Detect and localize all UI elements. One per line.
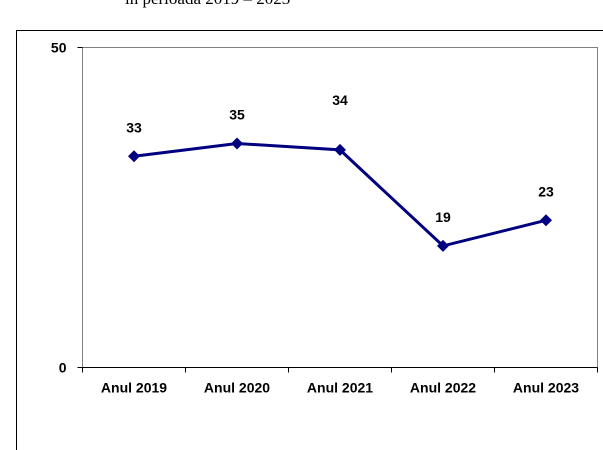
chart-title: în perioada 2019 – 2023 (124, 0, 290, 8)
x-tick-label: Anul 2022 (410, 380, 476, 396)
data-label: 33 (126, 119, 142, 135)
data-label: 35 (229, 107, 245, 123)
x-tick-label: Anul 2019 (101, 380, 167, 396)
y-tick-label: 0 (59, 360, 67, 376)
data-label: 23 (538, 183, 554, 199)
y-tick-label: 50 (51, 40, 67, 56)
x-tick-label: Anul 2021 (307, 380, 373, 396)
data-label: 34 (332, 92, 348, 108)
point-marker (334, 143, 346, 156)
point-marker (231, 137, 243, 150)
point-marker (540, 214, 552, 227)
x-tick-label: Anul 2023 (513, 380, 579, 396)
point-marker (128, 150, 140, 163)
data-label: 19 (435, 209, 451, 225)
point-marker (437, 239, 449, 252)
series-line (133, 141, 547, 248)
x-tick-label: Anul 2020 (204, 380, 270, 396)
